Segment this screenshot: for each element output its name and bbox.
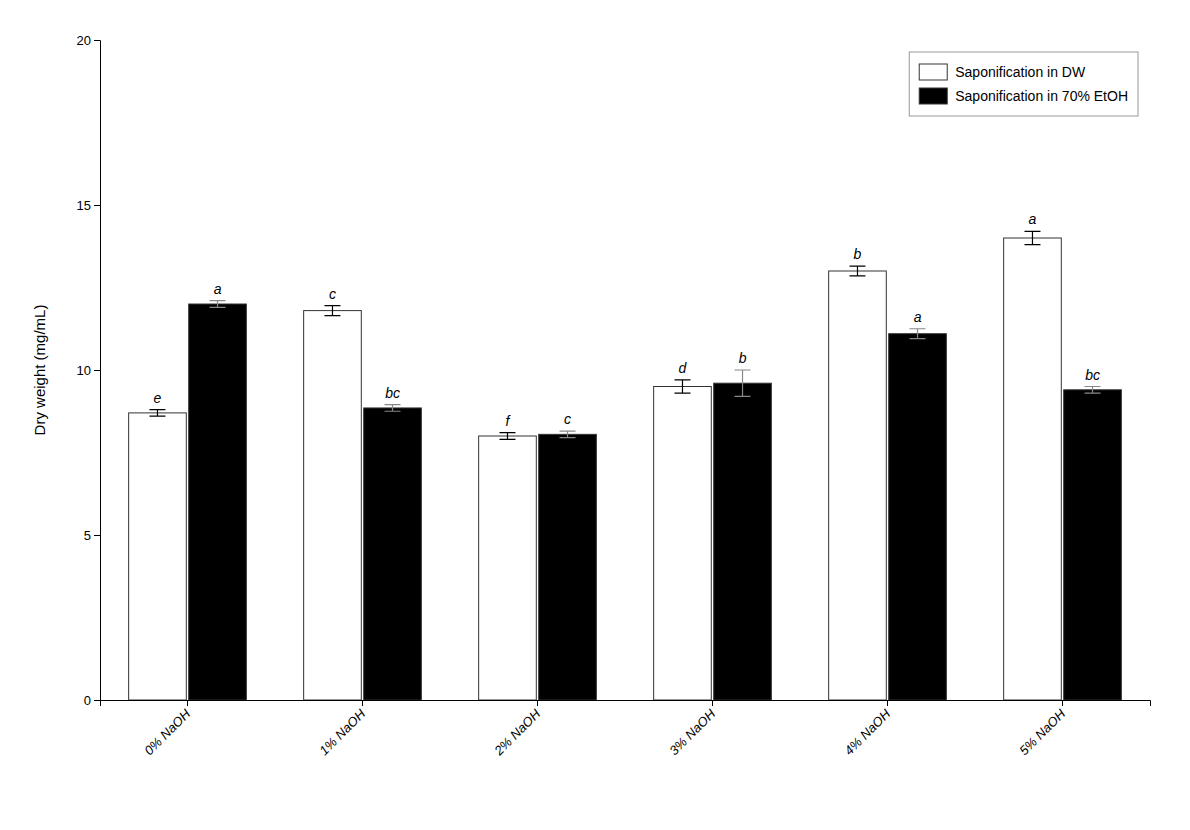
- tick-mark: [1062, 700, 1063, 706]
- bar: [1004, 238, 1062, 700]
- significance-label: d: [679, 360, 688, 376]
- error-bar: [324, 306, 340, 316]
- chart: 0 5 10 15 20 0% NaOH 1% NaOH 2% NaOH 3% NaOH 4% N…: [0, 0, 1190, 830]
- significance-label: c: [329, 286, 336, 302]
- error-bar: [674, 380, 690, 393]
- y-axis-title: Dry weight (mg/mL): [31, 305, 48, 436]
- tick-mark: [94, 205, 100, 206]
- bar: [654, 387, 712, 701]
- y-tick: 20: [77, 33, 100, 48]
- bar: [304, 311, 362, 700]
- legend-item: Saponification in DW: [919, 64, 1086, 80]
- error-bar: [735, 370, 751, 396]
- x-tick: 1% NaOH: [316, 700, 368, 758]
- tick-label: 4% NaOH: [841, 706, 893, 758]
- y-tick: 10: [77, 363, 100, 378]
- tick-label: 0% NaOH: [141, 706, 193, 758]
- tick-mark: [537, 700, 538, 706]
- bar: [1064, 390, 1122, 700]
- x-tick: 0% NaOH: [141, 700, 193, 758]
- bar: [714, 383, 772, 700]
- axis-line: [94, 41, 101, 701]
- x-tick: 3% NaOH: [666, 700, 718, 758]
- error-bar: [210, 301, 226, 308]
- significance-label: b: [739, 350, 747, 366]
- bars: [129, 231, 1122, 700]
- x-axis: 0% NaOH 1% NaOH 2% NaOH 3% NaOH 4% NaOH 5% Na…: [101, 700, 1151, 759]
- y-tick: 5: [84, 528, 100, 543]
- legend-swatch: [919, 64, 947, 80]
- x-tick: 5% NaOH: [1016, 700, 1068, 758]
- plot-area: 0 5 10 15 20 0% NaOH 1% NaOH 2% NaOH 3% NaOH 4% N…: [77, 33, 1151, 759]
- legend-label: Saponification in 70% EtOH: [955, 88, 1128, 104]
- bar: [479, 436, 537, 700]
- bar: [189, 304, 247, 700]
- bar: [539, 434, 597, 700]
- tick-mark: [94, 700, 100, 701]
- y-tick: 0: [84, 693, 100, 708]
- error-bar: [499, 433, 515, 440]
- legend: Saponification in DW Saponification in 70…: [909, 52, 1138, 116]
- annotations: e c f d b a a bc c b a bc: [154, 211, 1100, 428]
- x-tick: 2% NaOH: [491, 700, 544, 759]
- tick-label: 10: [77, 363, 91, 378]
- bar: [129, 413, 187, 700]
- significance-label: c: [564, 411, 571, 427]
- tick-mark: [362, 700, 363, 706]
- x-tick: 4% NaOH: [841, 700, 893, 758]
- error-bar: [385, 405, 401, 412]
- tick-label: 5% NaOH: [1016, 706, 1068, 758]
- legend-item: Saponification in 70% EtOH: [919, 88, 1128, 104]
- tick-label: 0: [84, 693, 91, 708]
- tick-label: 5: [84, 528, 91, 543]
- series: [189, 301, 1122, 700]
- significance-label: f: [506, 413, 512, 429]
- legend-label: Saponification in DW: [955, 64, 1086, 80]
- tick-mark: [94, 370, 100, 371]
- bar: [364, 408, 422, 700]
- tick-label: 1% NaOH: [316, 706, 368, 758]
- tick-mark: [887, 700, 888, 706]
- error-bar: [1085, 387, 1101, 394]
- legend-swatch: [919, 88, 947, 104]
- significance-label: b: [854, 246, 862, 262]
- y-tick: 15: [77, 198, 100, 213]
- significance-label: bc: [385, 385, 400, 401]
- tick-label: 3% NaOH: [666, 706, 718, 758]
- error-bar: [1024, 231, 1040, 244]
- tick-mark: [94, 535, 100, 536]
- significance-label: a: [914, 309, 922, 325]
- tick-label: 15: [77, 198, 91, 213]
- legend-box: [909, 52, 1138, 116]
- tick-mark: [187, 700, 188, 706]
- significance-label: e: [154, 390, 162, 406]
- error-bar: [149, 410, 165, 417]
- tick-label: 2% NaOH: [491, 706, 544, 759]
- y-axis: 0 5 10 15 20: [77, 33, 101, 708]
- error-bar: [910, 329, 926, 339]
- error-bar: [849, 266, 865, 276]
- tick-mark: [712, 700, 713, 706]
- significance-label: a: [214, 281, 222, 297]
- error-bar: [560, 431, 576, 438]
- bar: [889, 334, 947, 700]
- tick-mark: [94, 40, 100, 41]
- tick-label: 20: [77, 33, 91, 48]
- bar: [829, 271, 887, 700]
- axis-line: [101, 701, 1151, 707]
- significance-label: bc: [1085, 367, 1100, 383]
- series: [129, 231, 1062, 700]
- significance-label: a: [1029, 211, 1037, 227]
